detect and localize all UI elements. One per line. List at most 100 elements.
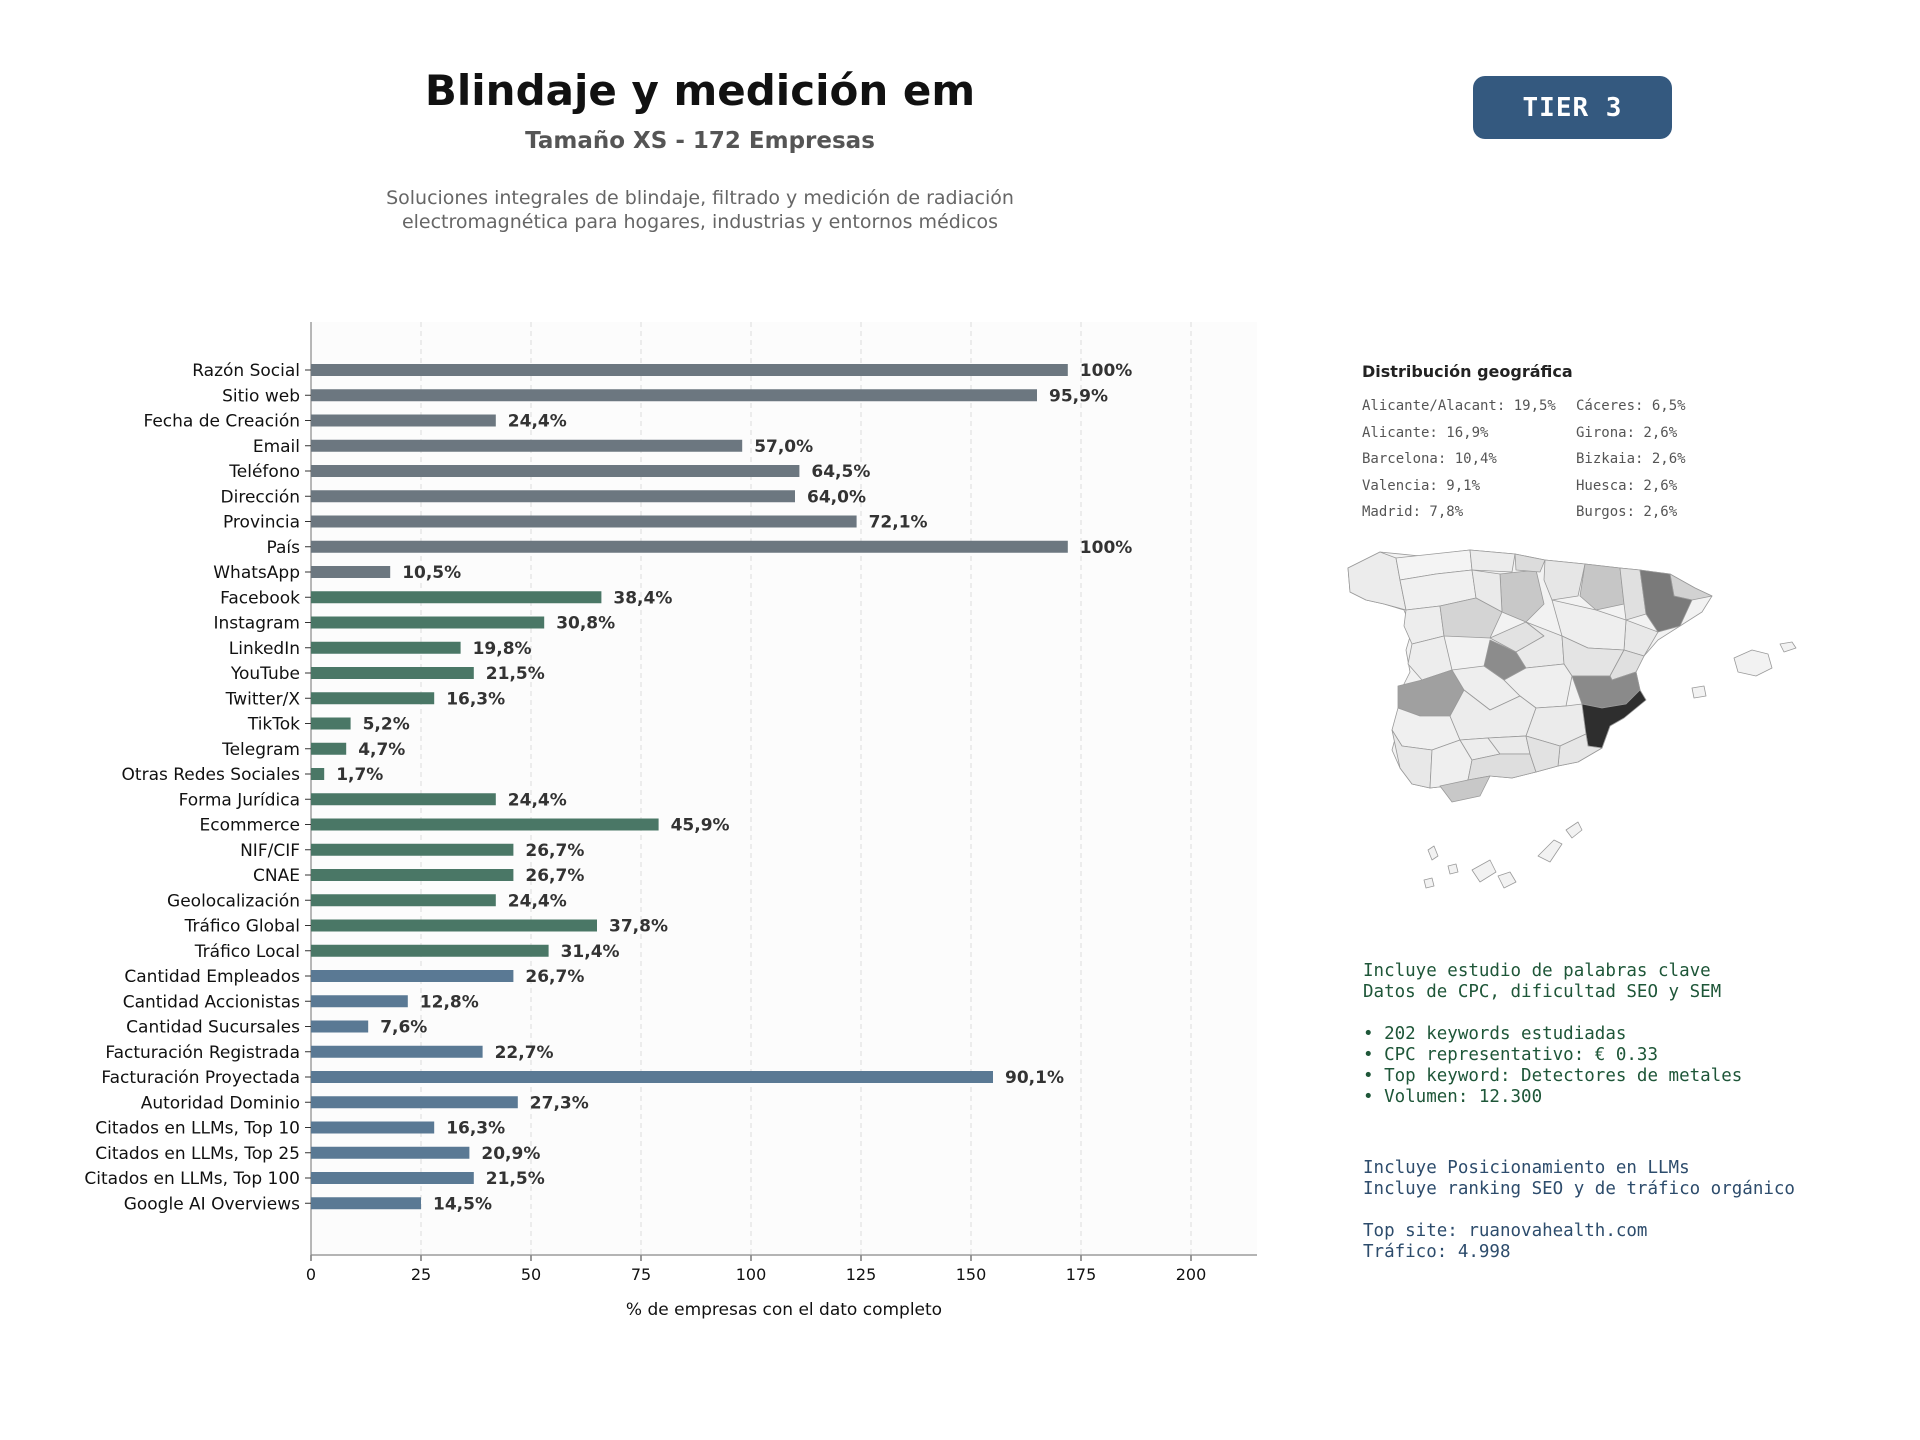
data-label: 95,9% — [1049, 386, 1108, 406]
category-label: CNAE — [253, 866, 300, 886]
data-label: 16,3% — [446, 689, 505, 709]
keywords-bullet: • Volumen: 12.300 — [1363, 1087, 1543, 1107]
data-label: 16,3% — [446, 1119, 505, 1139]
bar — [311, 793, 496, 806]
keywords-bullet: • Top keyword: Detectores de metales — [1363, 1066, 1743, 1086]
category-label: Twitter/X — [225, 689, 301, 709]
category-label: WhatsApp — [213, 563, 300, 583]
bar — [311, 869, 514, 881]
map-region-malaga — [1439, 775, 1491, 803]
bar — [311, 439, 743, 452]
data-label: 26,7% — [525, 841, 584, 861]
spain-province-map — [1347, 549, 1797, 889]
category-label: Forma Jurídica — [179, 790, 300, 810]
data-label: 12,8% — [420, 992, 479, 1012]
bar — [311, 414, 496, 427]
map-region-bizkaia — [1514, 553, 1546, 573]
x-tick-label: 150 — [956, 1265, 987, 1284]
map-region-cantabria — [1469, 549, 1516, 573]
category-label: Cantidad Empleados — [124, 967, 300, 987]
bar — [311, 490, 795, 503]
data-label: 30,8% — [556, 614, 615, 634]
x-axis-label: % de empresas con el dato completo — [626, 1300, 942, 1320]
category-label: Facebook — [220, 588, 300, 608]
bar — [311, 894, 496, 907]
data-label: 19,8% — [473, 639, 532, 659]
category-label: Dirección — [221, 487, 300, 507]
category-label: NIF/CIF — [240, 841, 300, 861]
data-label: 4,7% — [358, 740, 405, 760]
llm-top-site: Top site: ruanovahealth.com — [1363, 1221, 1648, 1241]
category-label: Telegram — [221, 740, 300, 760]
data-label: 38,4% — [613, 588, 672, 608]
map-region-lleida — [1619, 567, 1647, 621]
description-line-2: electromagnética para hogares, industria… — [401, 211, 999, 233]
map-island-ibiza — [1691, 685, 1707, 699]
page-title: Blindaje y medición em — [424, 66, 976, 115]
keywords-line-2: Datos de CPC, dificultad SEO y SEM — [1363, 982, 1722, 1002]
data-label: 21,5% — [486, 1169, 545, 1189]
category-label: Facturación Proyectada — [101, 1068, 300, 1088]
category-label: Ecommerce — [200, 816, 301, 836]
bar — [311, 540, 1068, 553]
data-label: 20,9% — [481, 1144, 540, 1164]
geo-item: Bizkaia: 2,6% — [1576, 451, 1686, 467]
map-island-tenerife — [1471, 859, 1497, 883]
bar — [311, 591, 602, 604]
data-label: 21,5% — [486, 664, 545, 684]
geo-item: Burgos: 2,6% — [1576, 504, 1678, 520]
data-label: 26,7% — [525, 967, 584, 987]
map-island-gomera — [1447, 863, 1459, 875]
category-label: LinkedIn — [229, 639, 300, 659]
category-label: Provincia — [223, 513, 300, 533]
map-island-lanzarote — [1565, 821, 1583, 839]
bar — [311, 818, 659, 831]
map-island-la-palma — [1427, 845, 1439, 861]
data-label: 100% — [1080, 538, 1133, 558]
x-tick-label: 200 — [1176, 1265, 1207, 1284]
geo-list: Alicante/Alacant: 19,5% Cáceres: 6,5% Al… — [1362, 398, 1812, 522]
bar — [311, 667, 474, 679]
llm-traffic: Tráfico: 4.998 — [1363, 1242, 1511, 1262]
geo-item: Alicante/Alacant: 19,5% — [1362, 398, 1556, 414]
bar — [311, 1197, 421, 1210]
category-label: Fecha de Creación — [143, 412, 300, 432]
x-tick-label: 50 — [521, 1265, 541, 1284]
category-label: Sitio web — [222, 386, 300, 406]
llm-line-2: Incluye ranking SEO y de tráfico orgánic… — [1363, 1179, 1795, 1199]
data-label: 14,5% — [433, 1194, 492, 1214]
data-label: 31,4% — [561, 942, 620, 962]
data-label: 7,6% — [380, 1018, 427, 1038]
category-label: Geolocalización — [167, 891, 300, 911]
category-label: Citados en LLMs, Top 10 — [95, 1119, 300, 1139]
bar — [311, 566, 391, 578]
category-label: Teléfono — [228, 462, 300, 482]
x-tick-label: 125 — [846, 1265, 877, 1284]
category-label: Google AI Overviews — [124, 1194, 300, 1214]
geo-item: Cáceres: 6,5% — [1576, 398, 1686, 414]
x-tick-label: 175 — [1066, 1265, 1097, 1284]
geo-item: Alicante: 16,9% — [1362, 424, 1489, 441]
geo-item: Valencia: 9,1% — [1362, 477, 1481, 494]
data-label: 64,5% — [811, 462, 870, 482]
category-label: Autoridad Dominio — [141, 1093, 300, 1113]
data-label: 27,3% — [530, 1093, 589, 1113]
category-label: TikTok — [247, 715, 300, 735]
category-label: Facturación Registrada — [105, 1043, 300, 1063]
data-label: 45,9% — [671, 816, 730, 836]
map-island-gran-canaria — [1497, 871, 1517, 889]
map-island-mallorca — [1733, 649, 1773, 677]
data-label: 24,4% — [508, 891, 567, 911]
keywords-line-1: Incluye estudio de palabras clave — [1363, 961, 1711, 981]
data-label: 1,7% — [336, 765, 383, 785]
bar — [311, 742, 347, 755]
category-label: Citados en LLMs, Top 25 — [95, 1144, 300, 1164]
bar — [311, 1020, 369, 1033]
category-label: Cantidad Sucursales — [126, 1018, 300, 1038]
map-region-huesca — [1579, 563, 1625, 611]
data-label: 64,0% — [807, 487, 866, 507]
bar — [311, 970, 514, 982]
map-region-almeria — [1525, 735, 1561, 773]
bar — [311, 1096, 518, 1109]
category-label: YouTube — [230, 664, 300, 684]
